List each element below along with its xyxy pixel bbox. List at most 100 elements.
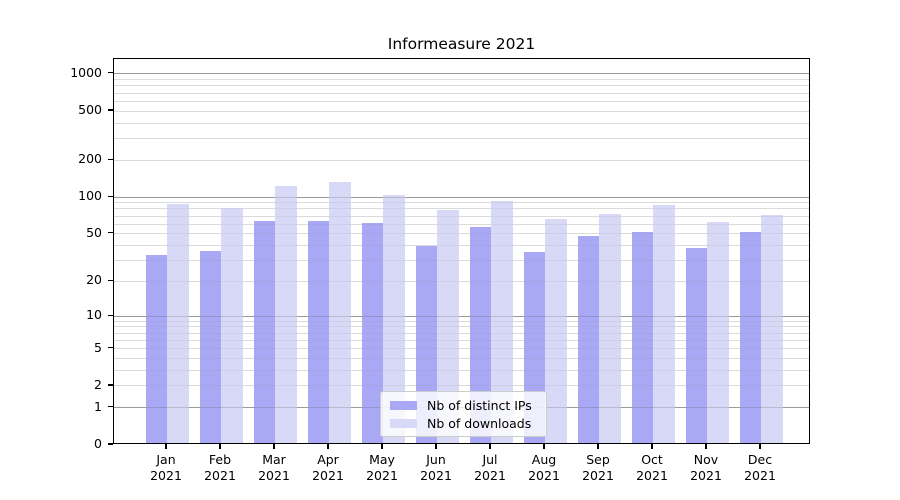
bar-downloads-mar <box>275 186 297 443</box>
minor-gridline-2 <box>114 385 809 387</box>
x-tick-year: 2021 <box>258 467 290 483</box>
y-axis-tick-mark-100 <box>108 195 113 197</box>
y-axis-tick-mark-10 <box>108 314 113 316</box>
x-tick-month: Oct <box>641 452 663 467</box>
x-axis-tick-label-nov: Nov 2021 <box>674 452 738 483</box>
gridlines-under <box>114 59 809 443</box>
x-axis-tick-mark-nov <box>705 444 707 449</box>
bar-downloads-jan <box>167 204 189 443</box>
x-axis-tick-mark-dec <box>759 444 761 449</box>
x-tick-month: Feb <box>208 452 232 467</box>
bar-distinct-ips-sep <box>577 236 599 443</box>
bar-distinct-ips-nov <box>685 247 707 443</box>
y-axis-tick-label-1: 1 <box>94 398 102 414</box>
x-axis-tick-mark-jan <box>165 444 167 449</box>
minor-gridline-8 <box>114 326 809 328</box>
minor-gridline-700 <box>114 92 809 94</box>
minor-gridline-50 <box>114 233 809 235</box>
y-axis-tick-mark-0 <box>108 443 113 445</box>
x-axis-tick-mark-apr <box>327 444 329 449</box>
x-tick-month: Mar <box>262 452 286 467</box>
y-axis-tick-label-100: 100 <box>78 188 102 204</box>
minor-gridline-600 <box>114 100 809 102</box>
x-axis-tick-label-aug: Aug 2021 <box>512 452 576 483</box>
major-gridline-100 <box>114 196 809 198</box>
y-axis-tick-label-20: 20 <box>86 272 102 288</box>
bar-downloads-dec <box>761 214 783 443</box>
bar-downloads-nov <box>707 222 729 443</box>
chart-title: Informeasure 2021 <box>387 35 536 53</box>
x-tick-year: 2021 <box>366 467 398 483</box>
minor-gridline-500 <box>114 110 809 112</box>
bar-downloads-jun <box>437 209 459 443</box>
minor-gridline-80 <box>114 208 809 210</box>
x-tick-month: Jul <box>482 452 498 467</box>
x-axis-tick-mark-mar <box>273 444 275 449</box>
bar-downloads-jul <box>491 200 513 443</box>
bar-downloads-may <box>383 194 405 443</box>
bar-distinct-ips-dec <box>739 231 761 443</box>
legend-label-downloads: Nb of downloads <box>427 415 532 431</box>
minor-gridline-900 <box>114 79 809 81</box>
x-tick-month: Aug <box>531 452 557 467</box>
minor-gridline-40 <box>114 245 809 247</box>
bar-distinct-ips-feb <box>199 250 221 443</box>
y-axis-tick-label-5: 5 <box>94 339 102 355</box>
x-tick-year: 2021 <box>582 467 614 483</box>
minor-gridline-20 <box>114 280 809 282</box>
minor-gridline-4 <box>114 358 809 360</box>
bar-downloads-sep <box>599 214 621 443</box>
legend: Nb of distinct IPs Nb of downloads <box>380 391 547 437</box>
x-tick-year: 2021 <box>474 467 506 483</box>
minor-gridline-90 <box>114 202 809 204</box>
y-axis-tick-label-50: 50 <box>86 224 102 240</box>
bar-downloads-aug <box>545 218 567 443</box>
y-axis-tick-label-200: 200 <box>78 151 102 167</box>
x-axis-tick-label-mar: Mar 2021 <box>242 452 306 483</box>
plot-area <box>113 58 810 444</box>
minor-gridline-400 <box>114 122 809 124</box>
minor-gridline-7 <box>114 332 809 334</box>
x-tick-year: 2021 <box>420 467 452 483</box>
minor-gridline-60 <box>114 223 809 225</box>
y-axis-tick-label-0: 0 <box>94 436 102 451</box>
x-tick-month: May <box>369 452 395 467</box>
bar-distinct-ips-apr <box>307 221 329 443</box>
x-axis-tick-label-dec: Dec 2021 <box>728 452 792 483</box>
bar-downloads-feb <box>221 208 243 443</box>
x-axis-tick-label-feb: Feb 2021 <box>188 452 252 483</box>
y-axis-tick-mark-2 <box>108 384 113 386</box>
x-tick-year: 2021 <box>204 467 236 483</box>
y-axis-tick-label-500: 500 <box>78 102 102 118</box>
x-tick-year: 2021 <box>150 467 182 483</box>
y-axis-tick-mark-500 <box>108 109 113 111</box>
x-axis-tick-label-apr: Apr 2021 <box>296 452 360 483</box>
x-tick-year: 2021 <box>528 467 560 483</box>
minor-gridline-3 <box>114 370 809 372</box>
x-axis-tick-mark-feb <box>219 444 221 449</box>
x-axis-tick-mark-oct <box>651 444 653 449</box>
bar-distinct-ips-oct <box>631 231 653 443</box>
legend-swatch-downloads <box>390 418 417 428</box>
x-tick-year: 2021 <box>636 467 668 483</box>
x-tick-year: 2021 <box>744 467 776 483</box>
bar-distinct-ips-may <box>361 223 383 443</box>
x-tick-month: Dec <box>747 452 773 467</box>
y-axis-tick-label-10: 10 <box>86 307 102 323</box>
x-axis-tick-label-sep: Sep 2021 <box>566 452 630 483</box>
minor-gridline-300 <box>114 137 809 139</box>
legend-item-distinct-ips: Nb of distinct IPs <box>390 398 537 413</box>
y-axis-tick-mark-1 <box>108 406 113 408</box>
x-axis-tick-label-jun: Jun 2021 <box>404 452 468 483</box>
minor-gridline-9 <box>114 320 809 322</box>
legend-item-downloads: Nb of downloads <box>390 416 537 431</box>
bar-distinct-ips-mar <box>253 221 275 443</box>
minor-gridline-70 <box>114 215 809 217</box>
major-gridline-10 <box>114 315 809 317</box>
legend-swatch-distinct-ips <box>390 400 417 410</box>
minor-gridline-200 <box>114 159 809 161</box>
minor-gridline-6 <box>114 339 809 341</box>
bars-layer <box>114 59 809 443</box>
y-axis-tick-mark-200 <box>108 158 113 160</box>
